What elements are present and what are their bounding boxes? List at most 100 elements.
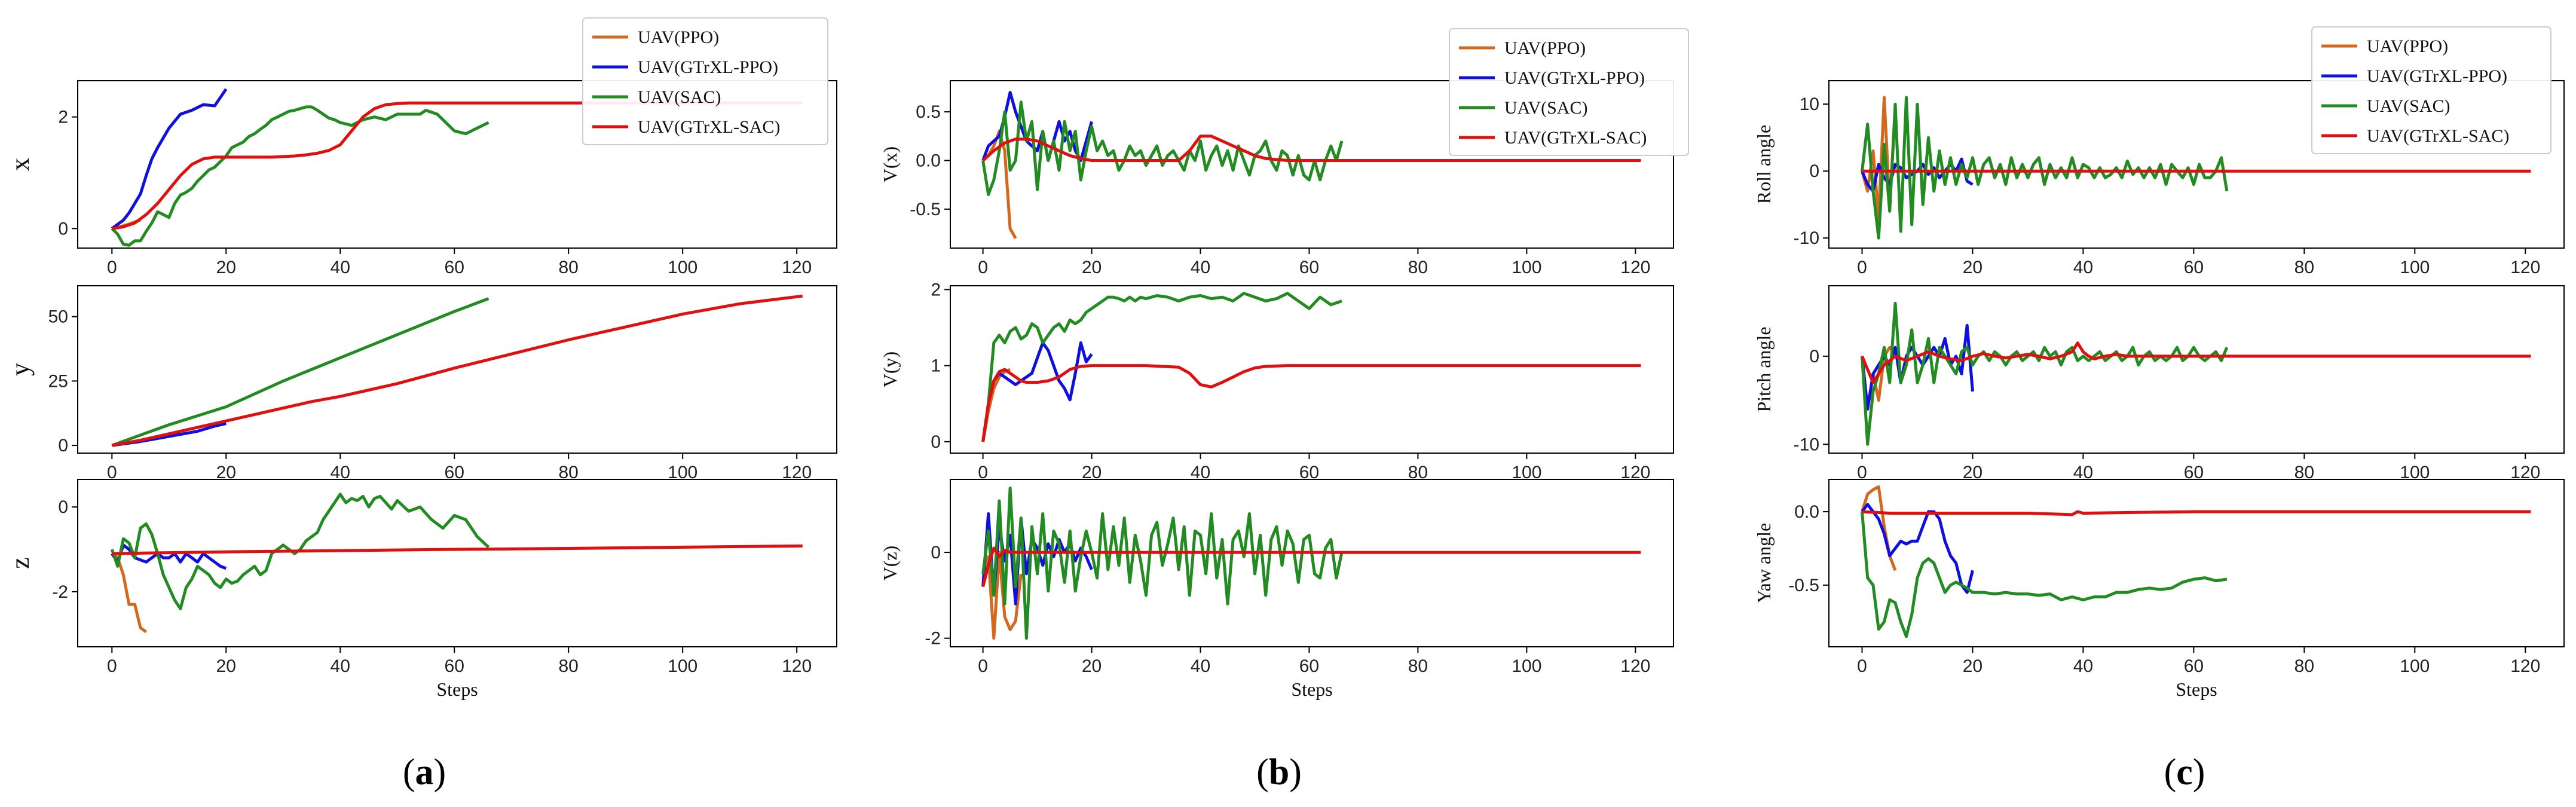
series-gtrxl-ppo-x bbox=[111, 88, 228, 230]
caption-c: (c) bbox=[2164, 752, 2205, 793]
xtick-label: 60 bbox=[1299, 656, 1319, 676]
xtick-label: 80 bbox=[1408, 656, 1428, 676]
xtick-label: 60 bbox=[445, 258, 464, 277]
legend-label-gtrxl-sac: UAV(GTrXL-SAC) bbox=[1504, 128, 1647, 148]
axes-frame-vy bbox=[950, 285, 1674, 454]
series-sac-roll bbox=[1861, 96, 2229, 240]
ytick-label: -2 bbox=[925, 629, 941, 649]
ytick-label: -10 bbox=[1794, 435, 1819, 454]
legend-label-gtrxl-sac: UAV(GTrXL-SAC) bbox=[638, 117, 780, 137]
ylabel-yaw: Yaw angle bbox=[1753, 523, 1775, 604]
ylabel-vx: V(x) bbox=[879, 146, 901, 182]
ylabel-x: x bbox=[5, 158, 35, 171]
series-sac-vy bbox=[981, 292, 1342, 442]
series-sac-vx bbox=[981, 100, 1344, 196]
series-gtrxl-sac-y bbox=[111, 294, 803, 447]
ytick-label: 50 bbox=[48, 307, 68, 327]
legend-label-gtrxl-sac: UAV(GTrXL-SAC) bbox=[2367, 126, 2509, 146]
xtick-label: 80 bbox=[2294, 656, 2314, 676]
ylabel-z: z bbox=[5, 557, 35, 569]
legend-label-gtrxl-ppo: UAV(GTrXL-PPO) bbox=[638, 57, 778, 77]
legend-frame bbox=[582, 17, 828, 145]
ytick-label: 0.0 bbox=[1794, 502, 1819, 522]
xtick-label: 20 bbox=[1963, 258, 1983, 277]
xtick-label: 120 bbox=[1620, 656, 1650, 676]
ytick-label: 2 bbox=[58, 108, 68, 127]
legend-label-sac: UAV(SAC) bbox=[1504, 98, 1587, 118]
panel-yaw: 0 20 40 60 80 100 120 -0.5 0.0 Yaw angle Steps bbox=[1753, 479, 2565, 700]
xtick-label: 120 bbox=[2510, 258, 2540, 277]
xtick-label: 100 bbox=[668, 258, 697, 277]
ylabel-pitch: Pitch angle bbox=[1753, 326, 1775, 412]
series-gtrxl-sac-pitch bbox=[1861, 341, 2531, 384]
xtick-label: 100 bbox=[668, 656, 697, 676]
ytick-label: 0 bbox=[931, 543, 941, 563]
ytick-label: 0.5 bbox=[916, 102, 941, 122]
panel-vx: 0 20 40 60 80 100 120 -0.5 0.0 0.5 V(x) bbox=[879, 80, 1674, 277]
panel-z: 0 20 40 60 80 100 120 -2 0 z Steps bbox=[5, 479, 837, 700]
xtick-label: 40 bbox=[331, 656, 350, 676]
xtick-label: 80 bbox=[559, 656, 579, 676]
axes-frame-vx bbox=[950, 80, 1674, 249]
panel-vz: 0 20 40 60 80 100 120 -2 0 V(z) Steps bbox=[879, 479, 1674, 700]
ylabel-vz: V(z) bbox=[879, 546, 901, 581]
ytick-label: 0 bbox=[1809, 161, 1819, 181]
xtick-label: 20 bbox=[1963, 656, 1983, 676]
series-sac-z bbox=[110, 493, 490, 610]
axes-frame-yaw bbox=[1828, 479, 2565, 647]
xtick-label: 120 bbox=[782, 656, 812, 676]
legend-label-sac: UAV(SAC) bbox=[2367, 96, 2450, 116]
legend-label-ppo: UAV(PPO) bbox=[1504, 38, 1586, 58]
series-sac-x bbox=[111, 105, 489, 247]
xtick-label: 0 bbox=[1857, 656, 1867, 676]
series-gtrxl-sac-z bbox=[112, 544, 803, 555]
xtick-label: 40 bbox=[2073, 656, 2093, 676]
xlabel-steps: Steps bbox=[1291, 678, 1332, 700]
xtick-label: 60 bbox=[2184, 258, 2204, 277]
legend-label-gtrxl-ppo: UAV(GTrXL-PPO) bbox=[2367, 66, 2507, 86]
xtick-label: 0 bbox=[978, 656, 988, 676]
axes-frame-x bbox=[77, 80, 837, 249]
ytick-label: 0 bbox=[58, 219, 68, 239]
ytick-label: -2 bbox=[52, 582, 68, 602]
xlabel-steps: Steps bbox=[436, 678, 478, 700]
series-gtrxl-sac-yaw bbox=[1862, 510, 2531, 516]
series-gtrxl-ppo-vy bbox=[981, 341, 1093, 442]
series-gtrxl-ppo-z bbox=[111, 543, 227, 570]
xtick-label: 80 bbox=[559, 258, 579, 277]
legend-frame bbox=[2311, 26, 2551, 154]
xtick-label: 0 bbox=[107, 656, 117, 676]
series-sac-pitch bbox=[1861, 302, 2229, 446]
xtick-label: 80 bbox=[2294, 258, 2314, 277]
xtick-label: 100 bbox=[1512, 258, 1541, 277]
series-gtrxl-sac-vx bbox=[981, 134, 1641, 162]
ytick-label: -0.5 bbox=[910, 200, 941, 219]
xtick-label: 100 bbox=[1512, 656, 1541, 676]
ytick-label: 25 bbox=[48, 371, 68, 391]
series-gtrxl-sac-x bbox=[111, 101, 803, 230]
xtick-label: 0 bbox=[1857, 463, 1867, 482]
axes-frame-vz bbox=[950, 479, 1674, 647]
xtick-label: 0 bbox=[1857, 258, 1867, 277]
xtick-label: 40 bbox=[331, 258, 350, 277]
xtick-label: 120 bbox=[1620, 258, 1650, 277]
ytick-label: 1 bbox=[931, 356, 941, 376]
series-gtrxl-sac-vz bbox=[981, 546, 1641, 588]
ytick-label: 0 bbox=[58, 436, 68, 456]
ytick-label: -0.5 bbox=[1788, 576, 1819, 595]
xtick-label: 20 bbox=[216, 656, 236, 676]
xtick-label: 40 bbox=[2073, 258, 2093, 277]
ylabel-roll: Roll angle bbox=[1753, 125, 1775, 204]
xtick-label: 0 bbox=[978, 463, 988, 482]
xtick-label: 20 bbox=[1082, 656, 1102, 676]
ytick-label: 2 bbox=[931, 280, 941, 299]
xtick-label: 40 bbox=[1191, 656, 1210, 676]
xtick-label: 100 bbox=[2400, 258, 2430, 277]
legend-label-gtrxl-ppo: UAV(GTrXL-PPO) bbox=[1504, 68, 1645, 88]
ylabel-vy: V(y) bbox=[879, 351, 901, 387]
ytick-label: 0 bbox=[1809, 347, 1819, 366]
legend-0: UAV(PPO) UAV(GTrXL-PPO) UAV(SAC) UAV(GTrXL-… bbox=[582, 17, 828, 145]
xtick-label: 60 bbox=[1299, 258, 1319, 277]
